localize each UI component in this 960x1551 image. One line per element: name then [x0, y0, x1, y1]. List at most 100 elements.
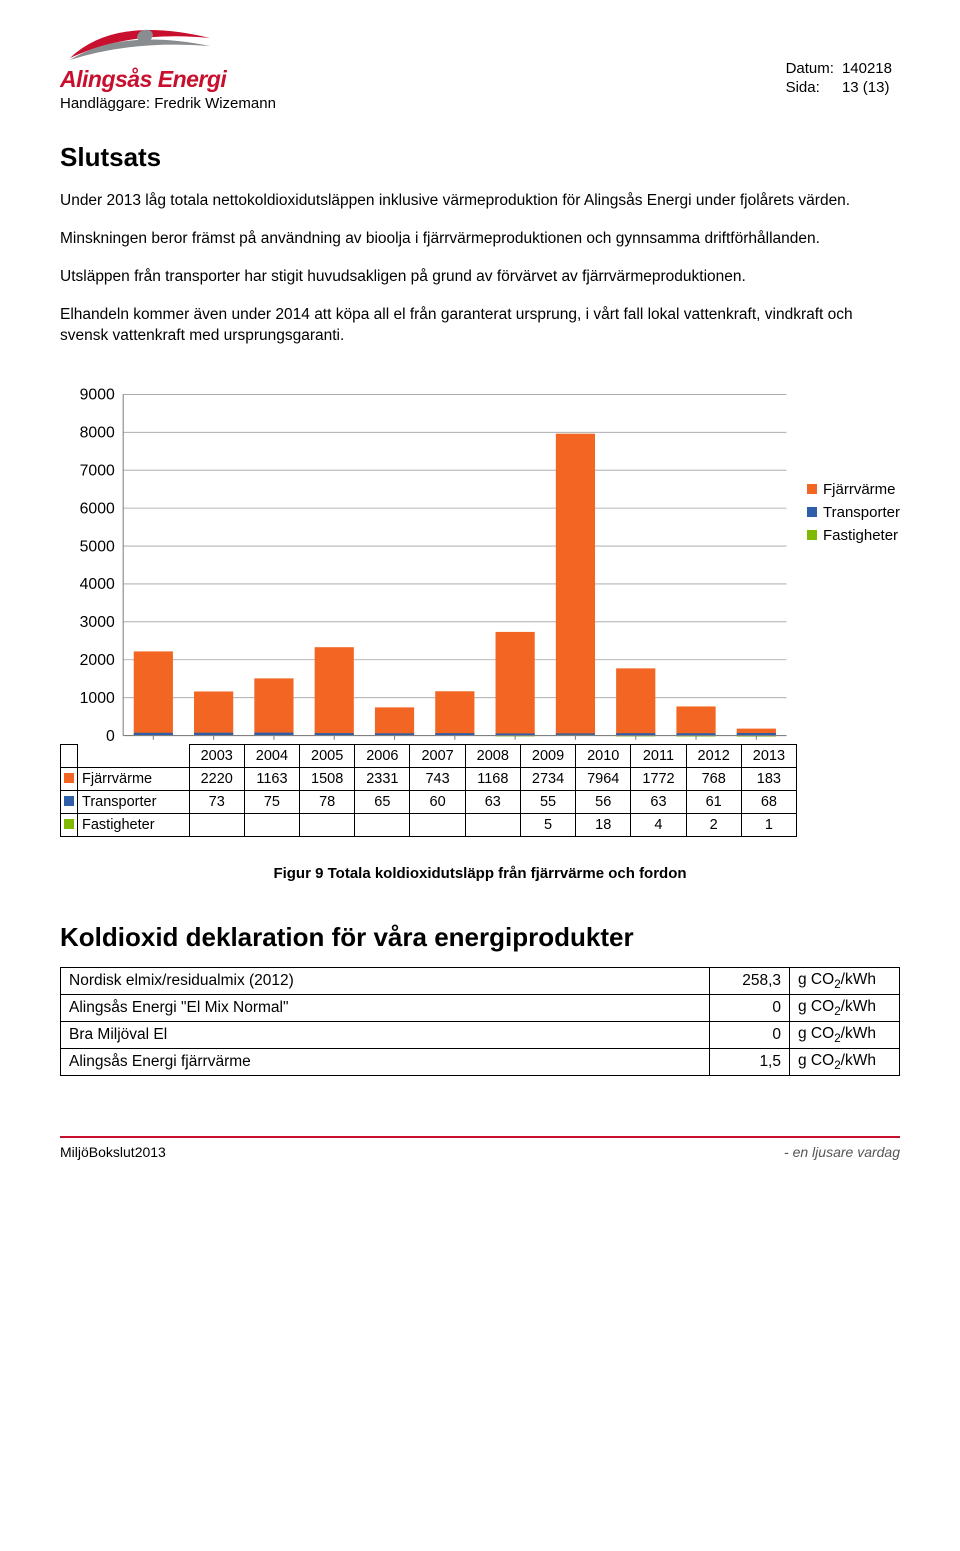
table-cell: 68	[741, 790, 796, 813]
logo-block: Alingsås Energi Handläggare: Fredrik Wiz…	[60, 20, 276, 112]
handlaggare: Handläggare: Fredrik Wizemann	[60, 95, 276, 112]
table-cell: 4	[631, 813, 686, 836]
table-cell: 2220	[189, 767, 244, 790]
table-cell: 2	[686, 813, 741, 836]
table-cell: 65	[355, 790, 410, 813]
declaration-label: Alingsås Energi "El Mix Normal"	[61, 994, 710, 1021]
slutsats-heading: Slutsats	[60, 142, 900, 173]
declaration-unit: g CO2/kWh	[790, 1048, 900, 1075]
table-cell	[355, 813, 410, 836]
declaration-value: 258,3	[710, 967, 790, 994]
svg-text:9000: 9000	[80, 386, 115, 403]
page-header: Alingsås Energi Handläggare: Fredrik Wiz…	[60, 20, 900, 112]
table-cell: 61	[686, 790, 741, 813]
declaration-unit: g CO2/kWh	[790, 967, 900, 994]
chart-data-table: 2003200420052006200720082009201020112012…	[60, 744, 797, 837]
table-header-cell: 2010	[576, 744, 631, 767]
table-cell: 5	[520, 813, 575, 836]
svg-text:1000: 1000	[80, 690, 115, 707]
legend-label: Fastigheter	[823, 527, 898, 544]
table-cell	[300, 813, 355, 836]
sida-label: Sida:	[786, 79, 840, 96]
svg-text:6000: 6000	[80, 500, 115, 517]
declaration-heading: Koldioxid deklaration för våra energipro…	[60, 922, 900, 953]
declaration-row: Nordisk elmix/residualmix (2012)258,3g C…	[61, 967, 900, 994]
page-footer: MiljöBokslut2013 - en ljusare vardag	[60, 1136, 900, 1160]
table-cell: 75	[244, 790, 299, 813]
svg-text:2000: 2000	[80, 652, 115, 669]
series-name-cell: Fjärrvärme	[78, 767, 190, 790]
chart-container: 0100020003000400050006000700080009000 20…	[60, 386, 900, 837]
table-cell: 1163	[244, 767, 299, 790]
series-swatch-icon	[64, 796, 74, 806]
table-header-cell: 2007	[410, 744, 465, 767]
handlaggare-label: Handläggare:	[60, 95, 154, 112]
footer-left: MiljöBokslut2013	[60, 1144, 166, 1160]
series-name-cell: Transporter	[78, 790, 190, 813]
series-swatch-icon	[64, 773, 74, 783]
chart-legend: Fjärrvärme Transporter Fastigheter	[807, 481, 900, 550]
table-cell: 78	[300, 790, 355, 813]
table-cell: 55	[520, 790, 575, 813]
figure-caption: Figur 9 Totala koldioxidutsläpp från fjä…	[60, 865, 900, 882]
table-cell: 56	[576, 790, 631, 813]
paragraph-1: Under 2013 låg totala nettokoldioxidutsl…	[60, 191, 900, 211]
sida-value: 13 (13)	[842, 79, 898, 96]
legend-swatch-icon	[807, 484, 817, 494]
table-header-cell: 2003	[189, 744, 244, 767]
table-cell: 1168	[465, 767, 520, 790]
declaration-value: 0	[710, 1021, 790, 1048]
declaration-unit: g CO2/kWh	[790, 994, 900, 1021]
brand-swoosh-icon	[60, 20, 220, 70]
table-cell	[244, 813, 299, 836]
declaration-label: Bra Miljöval El	[61, 1021, 710, 1048]
table-row: Fjärrvärme222011631508233174311682734796…	[61, 767, 797, 790]
declaration-row: Alingsås Energi fjärrvärme1,5g CO2/kWh	[61, 1048, 900, 1075]
declaration-row: Bra Miljöval El0g CO2/kWh	[61, 1021, 900, 1048]
declaration-label: Nordisk elmix/residualmix (2012)	[61, 967, 710, 994]
legend-item: Transporter	[807, 504, 900, 521]
table-row: Transporter7375786560635556636168	[61, 790, 797, 813]
table-header-cell: 2006	[355, 744, 410, 767]
table-header-cell: 2004	[244, 744, 299, 767]
table-cell: 60	[410, 790, 465, 813]
table-cell	[465, 813, 520, 836]
footer-tagline: - en ljusare vardag	[784, 1144, 900, 1160]
svg-text:0: 0	[106, 728, 115, 744]
paragraph-4: Elhandeln kommer även under 2014 att köp…	[60, 305, 900, 345]
series-name-cell: Fastigheter	[78, 813, 190, 836]
table-header-cell: 2011	[631, 744, 686, 767]
chart-main: 0100020003000400050006000700080009000 20…	[60, 386, 797, 837]
svg-text:8000: 8000	[80, 424, 115, 441]
datum-value: 140218	[842, 60, 898, 77]
table-header-cell: 2012	[686, 744, 741, 767]
datum-label: Datum:	[786, 60, 840, 77]
table-cell: 1772	[631, 767, 686, 790]
table-cell	[410, 813, 465, 836]
table-header-cell: 2013	[741, 744, 796, 767]
table-cell: 63	[465, 790, 520, 813]
declaration-value: 0	[710, 994, 790, 1021]
legend-item: Fjärrvärme	[807, 481, 900, 498]
legend-swatch-icon	[807, 530, 817, 540]
header-meta: Datum: 140218 Sida: 13 (13)	[784, 58, 900, 98]
table-cell: 2331	[355, 767, 410, 790]
svg-text:4000: 4000	[80, 576, 115, 593]
table-cell: 7964	[576, 767, 631, 790]
legend-label: Transporter	[823, 504, 900, 521]
table-row: Fastigheter518421	[61, 813, 797, 836]
table-cell: 743	[410, 767, 465, 790]
table-cell	[189, 813, 244, 836]
table-cell: 63	[631, 790, 686, 813]
paragraph-2: Minskningen beror främst på användning a…	[60, 229, 900, 249]
declaration-label: Alingsås Energi fjärrvärme	[61, 1048, 710, 1075]
series-swatch-icon	[64, 819, 74, 829]
brand-name: Alingsås Energi	[60, 66, 226, 93]
declaration-table: Nordisk elmix/residualmix (2012)258,3g C…	[60, 967, 900, 1076]
table-cell: 73	[189, 790, 244, 813]
declaration-unit: g CO2/kWh	[790, 1021, 900, 1048]
bar-chart: 0100020003000400050006000700080009000	[60, 386, 797, 744]
legend-item: Fastigheter	[807, 527, 900, 544]
handlaggare-name: Fredrik Wizemann	[154, 95, 276, 112]
legend-swatch-icon	[807, 507, 817, 517]
